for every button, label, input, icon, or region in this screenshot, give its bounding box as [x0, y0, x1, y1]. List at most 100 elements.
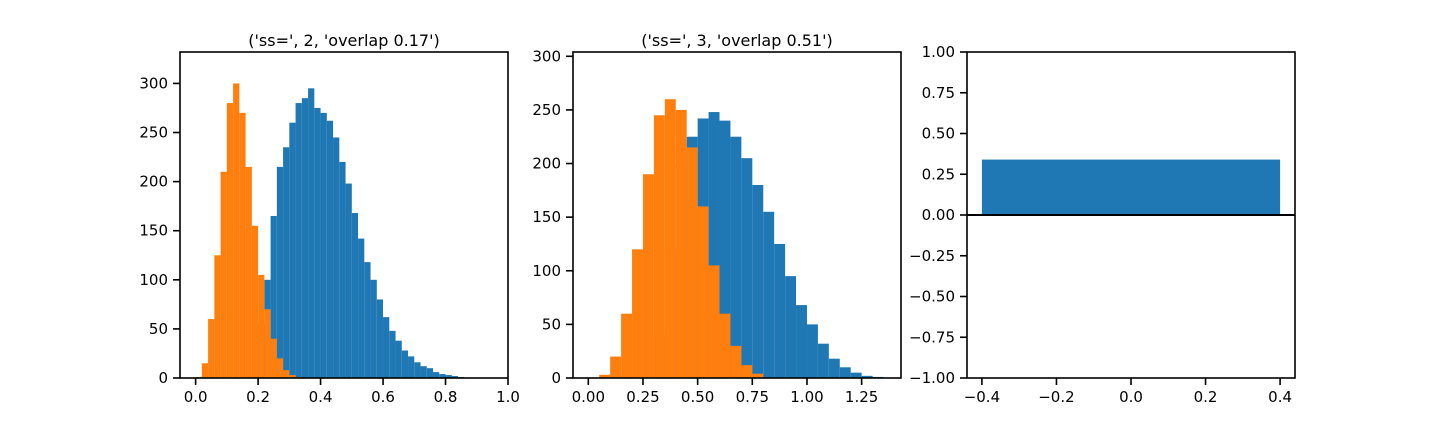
- x-tick-label: 0.00: [572, 388, 605, 406]
- x-tick-label: 0.2: [246, 388, 270, 406]
- y-tick-label: 50: [542, 315, 561, 333]
- histogram-bar: [730, 136, 742, 378]
- y-tick-label: 150: [532, 208, 561, 226]
- histogram-bar: [439, 374, 446, 378]
- histogram-bar: [796, 305, 807, 378]
- histogram-bar: [326, 120, 334, 379]
- histogram-bar: [289, 122, 296, 378]
- x-tick-label: 0.75: [736, 388, 769, 406]
- histogram-bar: [850, 372, 862, 378]
- y-tick-label: 100: [139, 271, 168, 289]
- histogram-bar: [314, 107, 321, 378]
- histogram-bar: [239, 112, 246, 378]
- y-tick-label: 0: [551, 369, 561, 387]
- x-tick-label: 0.4: [1268, 388, 1292, 406]
- histogram-bar: [308, 88, 315, 378]
- histogram-bar: [345, 183, 352, 378]
- histogram-series-1: [258, 88, 465, 379]
- histogram-bar: [433, 372, 440, 378]
- histogram-bar: [719, 120, 731, 378]
- histogram-bar: [283, 147, 290, 378]
- histogram-bar: [208, 319, 215, 378]
- histogram-bar: [451, 376, 459, 378]
- x-tick-label: 0.2: [1194, 388, 1218, 406]
- histogram-bar: [445, 375, 452, 378]
- y-tick-label: −0.50: [909, 288, 955, 306]
- y-tick-label: 200: [532, 155, 561, 173]
- histogram-bar: [214, 255, 221, 378]
- histogram-bar: [333, 137, 340, 378]
- histogram-bar: [741, 365, 753, 378]
- histogram-bar: [708, 112, 720, 378]
- histogram-bar: [675, 109, 687, 378]
- bar-panel-overlap: −0.4 −0.2 0.0 0.2 0.4 −1.00 −0.75 −0.50 −0.25 0.0…: [909, 43, 1296, 406]
- histogram-bar: [245, 166, 252, 378]
- y-tick-label: 250: [139, 124, 168, 142]
- histogram-bar: [719, 313, 731, 378]
- x-tick-label: −0.2: [1038, 388, 1074, 406]
- histogram-bar: [426, 368, 434, 378]
- histogram-bar: [828, 358, 840, 378]
- y-tick-label: −0.75: [909, 328, 955, 346]
- histogram-bar: [364, 262, 371, 378]
- histogram-bar: [376, 299, 384, 378]
- histogram-bar: [289, 375, 296, 378]
- histogram-bar: [389, 330, 396, 378]
- histogram-bar: [610, 356, 622, 378]
- y-tick-label: 200: [139, 173, 168, 191]
- chart-title: ('ss=', 3, 'overlap 0.51'): [641, 31, 832, 50]
- histogram-bar: [276, 358, 284, 378]
- histogram-bar: [320, 112, 327, 378]
- y-tick-label: 150: [139, 222, 168, 240]
- histogram-bar: [295, 103, 302, 378]
- histogram-bar: [270, 215, 277, 378]
- histogram-bar: [339, 161, 346, 378]
- x-tick-label: 1.25: [845, 388, 878, 406]
- histogram-bar: [283, 370, 290, 378]
- x-tick-label: 0.50: [681, 388, 714, 406]
- x-tick-label: 0.6: [371, 388, 395, 406]
- y-tick-label: 0.25: [922, 165, 955, 183]
- y-tick-label: 50: [149, 320, 168, 338]
- histogram-bar: [201, 363, 209, 378]
- y-tick-label: 100: [532, 262, 561, 280]
- y-tick-label: 300: [532, 47, 561, 65]
- x-tick-label: 1.00: [790, 388, 823, 406]
- histogram-bar: [414, 362, 421, 378]
- histogram-bar: [664, 99, 676, 379]
- histogram-bar: [226, 103, 234, 378]
- histogram-bar: [420, 366, 427, 378]
- y-tick-label: 0.75: [922, 84, 955, 102]
- histogram-series-2: [599, 99, 764, 379]
- histogram-panel-ss2: 0.0 0.2 0.4 0.6 0.8 1.0 0 50 100 150 200 250 300 ('ss…: [139, 31, 520, 406]
- x-tick-label: 0.0: [1119, 388, 1143, 406]
- histogram-bar: [301, 98, 309, 378]
- x-tick-label: 0.0: [184, 388, 208, 406]
- histogram-bar: [785, 276, 797, 378]
- histogram-bar: [774, 243, 786, 378]
- histogram-bar: [752, 373, 764, 378]
- histogram-bar: [686, 147, 698, 378]
- histogram-bar: [358, 238, 365, 378]
- histogram-bar: [351, 213, 359, 378]
- histogram-bar: [817, 343, 829, 378]
- histogram-bar: [408, 356, 415, 378]
- histogram-bar: [395, 340, 402, 378]
- histogram-bar: [621, 313, 633, 378]
- histogram-bar: [861, 375, 873, 378]
- histogram-bar: [839, 367, 851, 378]
- histogram-bar: [632, 249, 643, 378]
- histogram-bar: [220, 171, 227, 378]
- x-tick-label: −0.4: [964, 388, 1000, 406]
- histogram-bar: [233, 83, 240, 378]
- x-tick-label: 0.8: [434, 388, 458, 406]
- y-tick-label: 0.50: [922, 125, 955, 143]
- overlap-bar: [981, 159, 1281, 215]
- axes-frame: [179, 51, 509, 379]
- histogram-bar: [708, 265, 720, 378]
- histogram-bar: [251, 225, 259, 378]
- histogram-bar: [763, 211, 775, 378]
- x-tick-label: 0.25: [626, 388, 659, 406]
- y-tick-label: 300: [139, 74, 168, 92]
- y-tick-label: 250: [532, 101, 561, 119]
